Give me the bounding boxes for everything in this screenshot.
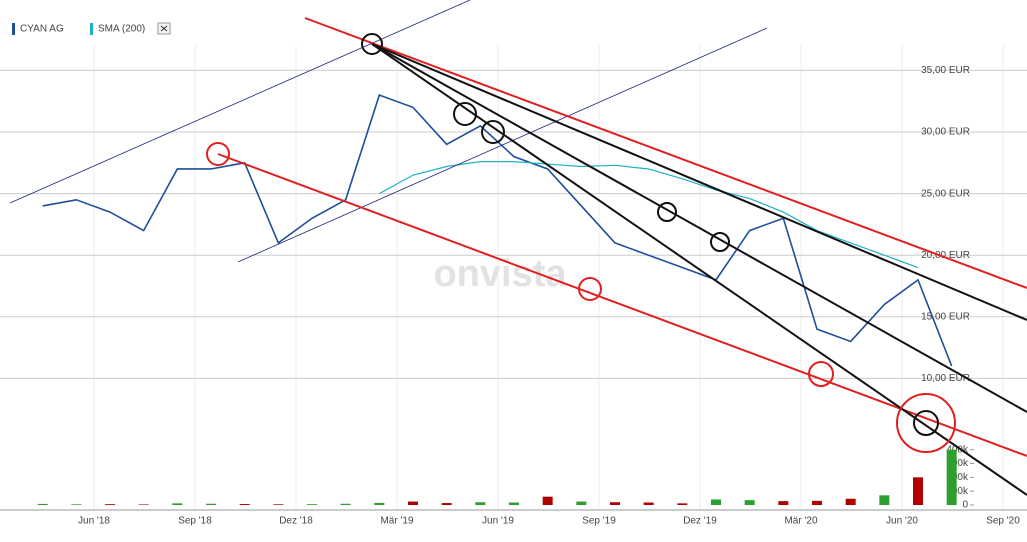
legend-swatch [12, 23, 15, 35]
channel-line [237, 27, 768, 263]
x-tick-label: Dez '18 [279, 516, 313, 527]
volume-bar [576, 501, 587, 505]
marker-circle [913, 410, 939, 436]
trend-line [217, 153, 1027, 457]
price-line [379, 160, 919, 269]
volume-bar [677, 503, 688, 505]
volume-bar [643, 502, 654, 505]
volume-bar [374, 502, 385, 505]
trend-line [371, 43, 1027, 321]
volume-tick-label: 300k [946, 458, 969, 469]
trend-line [371, 43, 1027, 496]
volume-bar [711, 499, 721, 505]
marker-circle [206, 142, 230, 166]
volume-bar [879, 495, 890, 505]
marker-circle [896, 393, 956, 453]
x-tick-label: Jun '18 [78, 516, 110, 527]
legend-swatch [90, 23, 93, 35]
volume-bar [509, 502, 519, 505]
volume-bar [307, 504, 317, 505]
volume-bar [71, 504, 82, 505]
x-tick-label: Jun '20 [886, 516, 918, 527]
volume-bar [610, 502, 620, 505]
marker-circle [481, 120, 505, 144]
volume-bar [778, 501, 789, 505]
x-tick-label: Sep '18 [178, 516, 212, 527]
marker-circle [657, 202, 677, 222]
legend-label: CYAN AG [20, 24, 64, 35]
annotations [9, 0, 1027, 496]
y-tick-label: 35,00 EUR [921, 65, 970, 76]
volume-bar [37, 503, 48, 505]
volume-tick-label: 0 [962, 500, 968, 511]
x-tick-label: Mär '19 [380, 516, 413, 527]
volume-bar [239, 504, 250, 505]
volume-tick-label: 200k [946, 472, 969, 483]
x-tick-label: Mär '20 [784, 516, 817, 527]
x-tick-label: Sep '20 [986, 516, 1020, 527]
legend: CYAN AG SMA (200) [12, 22, 171, 35]
volume-bar [172, 503, 183, 505]
volume-bar [138, 504, 149, 505]
volume-bar [475, 502, 486, 505]
channel-line [9, 0, 471, 204]
volume-bar [273, 504, 284, 505]
y-tick-label: 30,00 EUR [921, 127, 970, 138]
legend-label: SMA (200) [98, 24, 145, 35]
volume-tick-label: 400k [946, 444, 969, 455]
volume-bar [441, 503, 452, 505]
volume-bar [542, 496, 553, 505]
x-tick-label: Dez '19 [683, 516, 717, 527]
close-icon [160, 25, 168, 32]
y-tick-label: 25,00 EUR [921, 188, 970, 199]
volume-tick-label: 100k [946, 486, 969, 497]
volume-bar [946, 449, 957, 505]
volume-bar [408, 501, 418, 505]
volume-bar [913, 477, 923, 505]
y-tick-label: 15,00 EUR [921, 311, 970, 322]
volume-bar [812, 500, 822, 505]
trend-line [371, 43, 1027, 413]
marker-circle [578, 277, 602, 301]
marker-circle [710, 232, 730, 252]
marker-circle [361, 33, 383, 55]
volume-bar [105, 504, 115, 505]
marker-circle [453, 102, 477, 126]
marker-circle [808, 361, 834, 387]
volume-bar [340, 503, 351, 505]
x-tick-label: Jun '19 [482, 516, 514, 527]
volume-bar [206, 503, 216, 505]
y-tick-label: 10,00 EUR [921, 373, 970, 384]
trend-line [304, 17, 1027, 289]
x-tick-label: Sep '19 [582, 516, 616, 527]
volume-bar [744, 500, 755, 505]
volume-bar [845, 498, 856, 505]
y-tick-label: 20,00 EUR [921, 250, 970, 261]
